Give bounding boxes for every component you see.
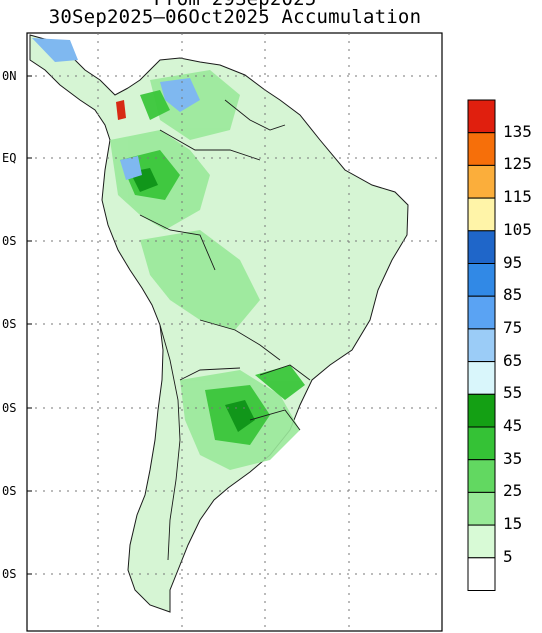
lat-label-4: 0S <box>2 401 16 415</box>
colorbar-label-2: 115 <box>503 187 532 207</box>
lat-label-0: 0N <box>2 69 16 83</box>
lat-label-6: 0S <box>2 567 16 581</box>
colorbar-label-0: 135 <box>503 121 532 141</box>
colorbar-label-10: 35 <box>503 448 523 468</box>
colorbar-label-9: 45 <box>503 416 523 435</box>
lat-label-1: EQ <box>2 151 16 165</box>
colorbar-swatch-12 <box>467 491 496 526</box>
lat-label-2: 0S <box>2 234 16 248</box>
colorbar-label-1: 125 <box>503 154 532 174</box>
colorbar-swatch-3 <box>467 197 496 232</box>
lat-label-5: 0S <box>2 484 16 498</box>
colorbar-swatch-7 <box>467 328 496 363</box>
country-borders <box>139 99 311 561</box>
lat-ticks <box>27 75 32 575</box>
colorbar-swatch-14 <box>467 557 496 591</box>
colorbar-label-13: 5 <box>503 546 513 566</box>
colorbar-swatch-4 <box>467 230 496 265</box>
colorbar-swatch-6 <box>467 295 496 330</box>
colorbar-label-4: 95 <box>503 252 523 272</box>
map-title-line2: 30Sep2025–06Oct2025 Accumulation <box>48 6 422 28</box>
grid-lines <box>27 33 442 631</box>
colorbar-label-7: 65 <box>503 350 523 370</box>
colorbar-swatch-0 <box>467 99 496 134</box>
colorbar-swatch-9 <box>467 393 496 428</box>
colorbar-label-12: 15 <box>503 514 523 534</box>
colorbar-swatch-10 <box>467 426 496 461</box>
colorbar-swatch-8 <box>467 361 496 395</box>
colorbar <box>467 99 496 591</box>
colorbar-swatch-1 <box>467 132 496 166</box>
colorbar-label-11: 25 <box>503 481 523 501</box>
colorbar-label-8: 55 <box>503 383 523 403</box>
colorbar-label-3: 105 <box>503 219 532 239</box>
rain-red <box>116 100 126 120</box>
map-title-line1: From 29Sep2025 <box>0 0 470 10</box>
lat-label-3: 0S <box>2 317 16 331</box>
colorbar-swatch-11 <box>467 459 496 493</box>
colorbar-label-5: 85 <box>503 285 523 305</box>
colorbar-swatch-5 <box>467 263 496 297</box>
rain-blue <box>32 38 200 180</box>
colorbar-swatch-2 <box>467 164 496 199</box>
colorbar-label-6: 75 <box>503 317 523 337</box>
colorbar-swatch-13 <box>467 524 496 559</box>
